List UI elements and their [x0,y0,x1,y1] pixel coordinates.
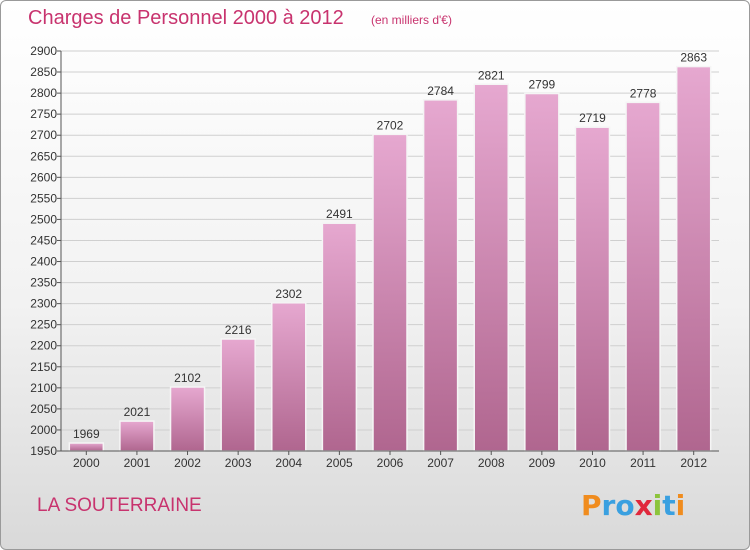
bar-2010[interactable] [574,126,611,452]
data-label: 2863 [680,51,707,65]
x-tick-label: 2012 [680,456,707,470]
y-tick-label: 2550 [30,191,57,205]
x-tick-label: 2006 [377,456,404,470]
chart-subtitle: (en milliers d'€) [371,13,452,27]
axes [57,50,719,455]
data-label: 2216 [225,323,252,337]
x-tick-label: 2004 [275,456,302,470]
x-tick-label: 2008 [478,456,505,470]
x-tick-label: 2005 [326,456,353,470]
y-tick-label: 2250 [30,318,57,332]
y-tick-label: 2300 [30,297,57,311]
commune-name: LA SOUTERRAINE [37,495,202,516]
data-label: 2799 [528,78,555,92]
bar-2003[interactable] [220,338,256,452]
y-tick-label: 2150 [30,360,57,374]
x-tick-label: 2001 [124,456,151,470]
y-tick-label: 1950 [30,444,57,458]
y-tick-label: 2800 [30,86,57,100]
y-tick-label: 2900 [30,44,57,58]
x-tick-label: 2011 [630,456,656,470]
data-label: 2302 [275,287,302,301]
bar-2007[interactable] [422,99,459,452]
bar-2000[interactable] [68,442,105,452]
y-tick-label: 2750 [30,107,57,121]
bar-2009[interactable] [524,92,560,452]
y-tick-label: 2450 [30,233,57,247]
bar-2006[interactable] [372,133,408,452]
logo-letter: P [581,489,602,522]
y-tick-label: 2500 [30,212,57,226]
bar-2011[interactable] [625,101,661,452]
data-label: 2784 [427,84,454,98]
chart-title: Charges de Personnel 2000 à 2012 [28,7,344,29]
bars [68,65,712,452]
y-tick-label: 2650 [30,149,57,163]
bar-2004[interactable] [271,302,307,452]
x-tick-label: 2010 [579,456,606,470]
labels: 1950 2000 2050 2100 2150 2200 2250 2300 2350 2400… [30,44,707,470]
y-tick-label: 2850 [30,65,57,79]
data-label: 2719 [579,111,606,125]
y-tick-label: 2350 [30,276,57,290]
y-tick-label: 2000 [30,423,57,437]
x-tick-label: 2000 [73,456,100,470]
y-tick-label: 2600 [30,170,57,184]
data-label: 2821 [478,68,505,82]
bar-2012[interactable] [675,65,712,452]
logo-letter: x [634,489,653,522]
bar-2002[interactable] [169,386,206,452]
logo-letter: o [615,489,635,522]
bar-2008[interactable] [473,83,509,452]
y-tick-label: 2050 [30,402,57,416]
data-label: 1969 [73,427,100,441]
data-label: 2491 [326,207,353,221]
logo-letter: r [601,489,616,522]
logo-letter: i [652,489,663,522]
y-tick-label: 2400 [30,255,57,269]
logo-letter: t [662,489,676,522]
data-label: 2702 [377,118,404,132]
data-label: 2778 [630,86,657,100]
x-tick-label: 2009 [528,456,555,470]
x-tick-label: 2002 [174,456,201,470]
y-tick-label: 2100 [30,381,57,395]
x-tick-label: 2007 [427,456,454,470]
data-label: 2021 [124,405,151,419]
y-tick-label: 2700 [30,128,57,142]
x-tick-label: 2003 [225,456,252,470]
y-tick-label: 2200 [30,339,57,353]
bar-2005[interactable] [321,222,358,452]
bar-2001[interactable] [119,420,155,452]
logo-letter: i [675,489,686,522]
proxiti-logo[interactable]: Proxiti [581,489,685,522]
data-label: 2102 [174,371,201,385]
